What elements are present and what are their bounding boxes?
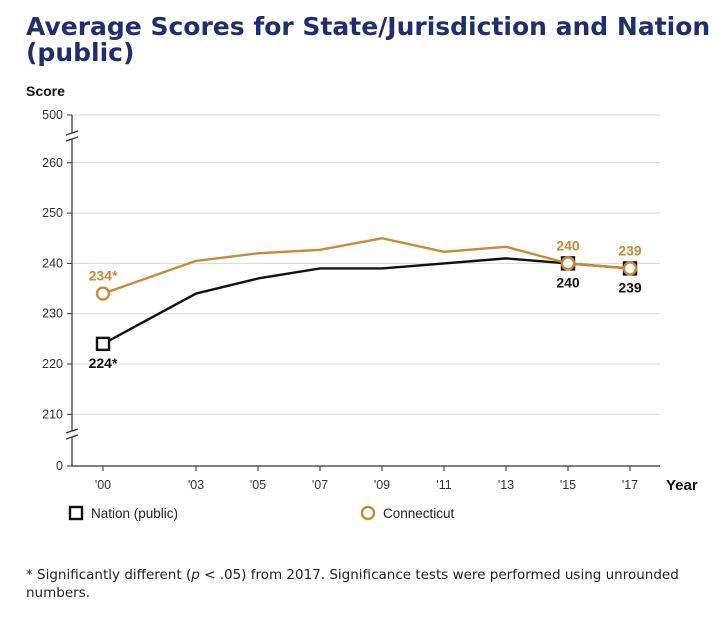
data-label: 239 [618,279,642,295]
legend-marker [360,505,376,521]
axes [65,115,660,467]
data-label: 239 [618,242,642,258]
x-tick-label: '05 [250,478,266,492]
y-tick-label: 220 [42,357,63,371]
series-layer: 224* 240 239 234* 240 239 [89,237,642,371]
data-label: 224* [89,355,118,371]
y-tick-label: 260 [42,156,63,170]
legend-label: Nation (public) [91,506,178,521]
series-line [102,257,631,345]
x-tick-label: '17 [622,478,638,492]
legend-marker [68,505,84,521]
x-tick-labels: '00 '03 '05 '07 '09 '11 '13 '15 '17 [95,466,638,492]
y-axis-title: Score [26,83,65,99]
data-label: 240 [556,274,580,290]
x-tick-label: '11 [436,478,451,492]
data-label: 240 [556,237,580,253]
y-tick-label: 210 [42,407,63,421]
x-tick-label: '00 [95,478,111,492]
y-tick-label: 500 [42,108,63,122]
data-label: 234* [89,268,118,284]
y-tick-labels: 0 210 220 230 240 250 260 500 [42,108,63,473]
series-line [102,237,631,295]
axis-break-mark [65,428,79,434]
data-point [95,286,111,301]
x-tick-label: '09 [374,478,390,492]
axis-break-mark [65,136,79,142]
footnote: * Significantly different (p < .05) from… [26,567,679,601]
axis-break-mark [65,434,79,440]
legend-label: Connecticut [383,506,455,521]
data-point [560,256,576,271]
axis-break-mark [65,130,79,136]
x-tick-label: '15 [560,478,576,492]
legend: Nation (public) Connecticut [68,505,455,521]
data-point [622,261,638,276]
y-tick-label: 240 [42,256,63,270]
x-axis-title: Year [666,477,698,494]
x-tick-label: '07 [312,478,328,492]
y-tick-label: 0 [56,459,63,473]
gridlines [67,114,660,467]
data-point [95,336,111,352]
y-tick-label: 250 [42,206,63,220]
x-tick-label: '13 [498,478,514,492]
y-tick-label: 230 [42,307,63,321]
x-tick-label: '03 [188,478,204,492]
chart-title: Average Scores for State/Jurisdiction an… [26,12,711,67]
p-value-symbol: p [191,567,200,583]
